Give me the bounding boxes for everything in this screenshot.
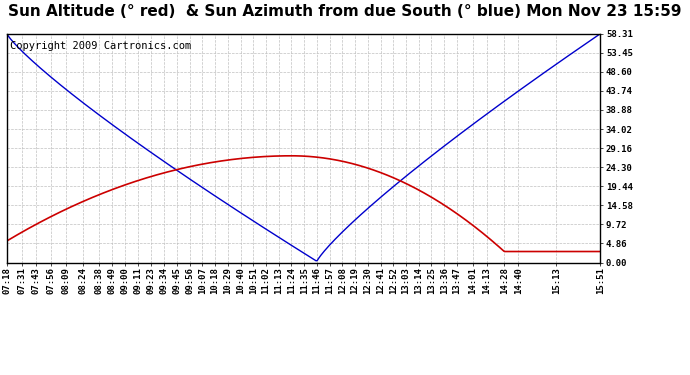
- Text: Sun Altitude (° red)  & Sun Azimuth from due South (° blue) Mon Nov 23 15:59: Sun Altitude (° red) & Sun Azimuth from …: [8, 4, 682, 19]
- Text: Copyright 2009 Cartronics.com: Copyright 2009 Cartronics.com: [10, 40, 191, 51]
